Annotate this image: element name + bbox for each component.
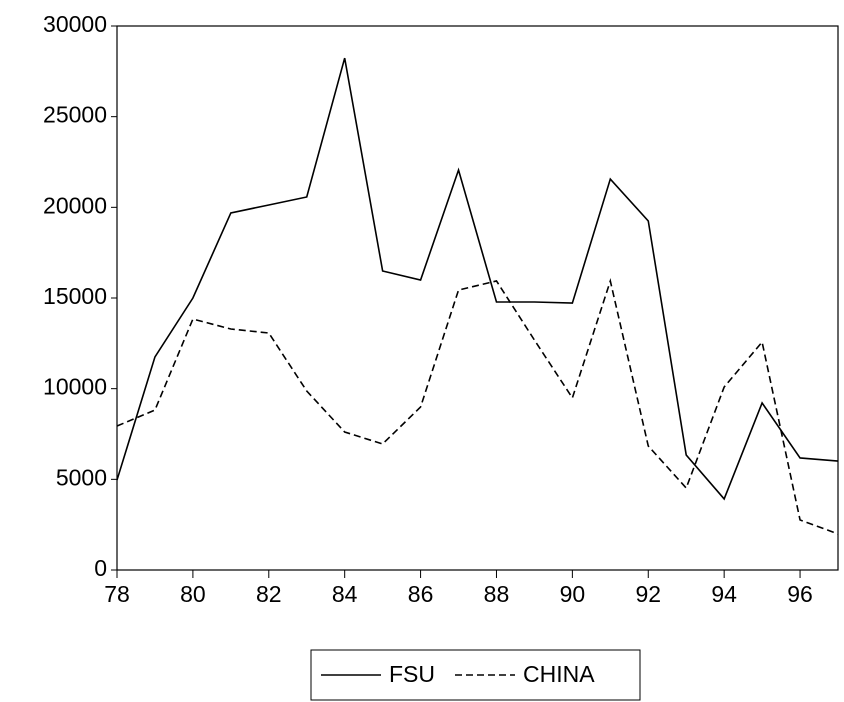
- x-tick-label: 86: [408, 581, 434, 607]
- legend-label: CHINA: [523, 661, 595, 687]
- y-tick-label: 15000: [43, 283, 107, 309]
- y-tick-label: 25000: [43, 102, 107, 128]
- series-line: [116, 57, 839, 501]
- y-tick-label: 30000: [43, 11, 107, 37]
- x-tick-label: 82: [256, 581, 282, 607]
- x-tick-label: 94: [711, 581, 737, 607]
- y-tick-label: 5000: [56, 464, 107, 490]
- y-tick-label: 0: [94, 555, 107, 581]
- x-tick-label: 78: [104, 581, 130, 607]
- x-tick-label: 96: [787, 581, 813, 607]
- x-tick-label: 84: [332, 581, 358, 607]
- legend-box: [310, 649, 641, 701]
- x-tick-label: 90: [560, 581, 586, 607]
- x-tick-label: 80: [180, 581, 206, 607]
- y-tick-label: 20000: [43, 192, 107, 218]
- x-tick-label: 92: [635, 581, 661, 607]
- x-tick-label: 88: [484, 581, 510, 607]
- plot-frame: [116, 25, 839, 571]
- y-tick-label: 10000: [43, 374, 107, 400]
- legend-label: FSU: [389, 661, 435, 687]
- series-line: [116, 277, 839, 535]
